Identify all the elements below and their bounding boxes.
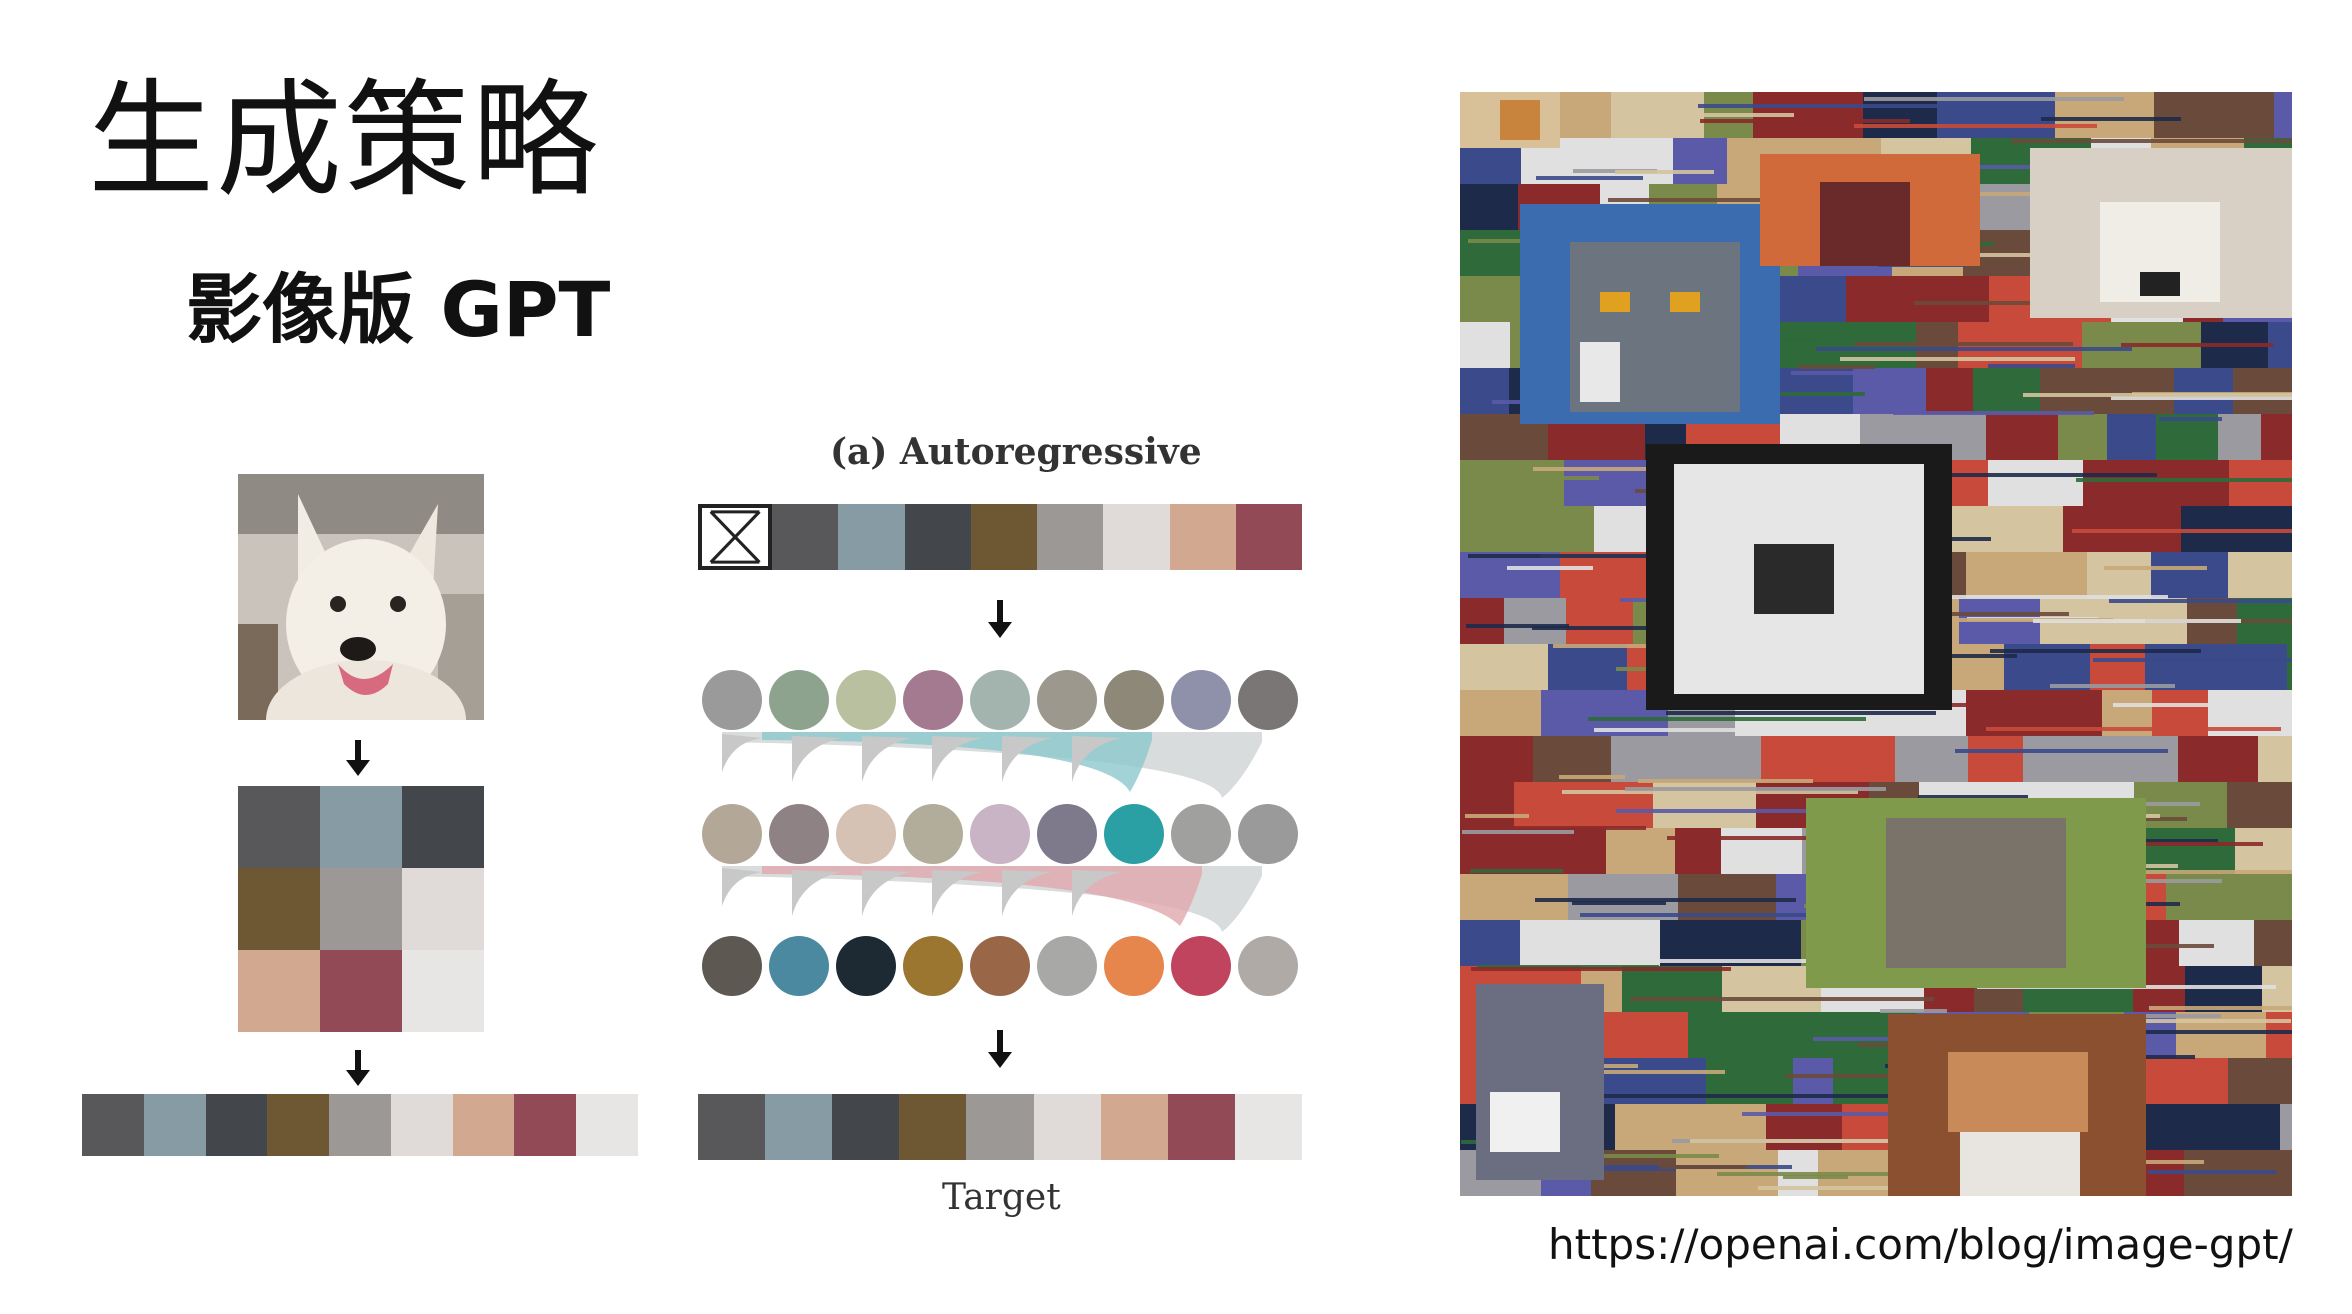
input-token <box>1037 504 1104 570</box>
hidden-unit <box>903 804 963 864</box>
layer-row <box>702 936 1298 996</box>
target-token <box>765 1094 833 1160</box>
hidden-unit <box>1104 804 1164 864</box>
pixel-cell <box>238 786 320 868</box>
hidden-unit <box>836 804 896 864</box>
sequence-token <box>205 1094 268 1156</box>
hidden-unit <box>1037 936 1097 996</box>
sequence-token <box>82 1094 144 1156</box>
hidden-unit <box>702 936 762 996</box>
target-token <box>1234 1094 1302 1160</box>
hidden-unit <box>1037 804 1097 864</box>
layer-row <box>702 670 1298 730</box>
pixel-cell <box>402 786 484 868</box>
pixel-cell <box>402 950 484 1032</box>
target-token <box>966 1094 1034 1160</box>
down-arrow-icon <box>988 1030 1012 1068</box>
down-arrow-icon <box>346 740 370 776</box>
sequence-token <box>576 1094 639 1156</box>
hidden-unit <box>769 936 829 996</box>
input-token <box>970 504 1038 570</box>
hidden-unit <box>1104 936 1164 996</box>
input-token <box>904 504 971 570</box>
hidden-unit <box>702 670 762 730</box>
sequence-token <box>390 1094 453 1156</box>
layer-row <box>702 804 1298 864</box>
hidden-unit <box>1171 936 1231 996</box>
hidden-unit <box>970 936 1030 996</box>
hidden-unit <box>1238 670 1298 730</box>
source-url[interactable]: https://openai.com/blog/image-gpt/ <box>1548 1220 2293 1269</box>
target-token <box>899 1094 967 1160</box>
slide-title: 生成策略 <box>88 67 600 214</box>
dog-photo <box>238 474 484 720</box>
hidden-unit <box>1037 670 1097 730</box>
target-token <box>1100 1094 1168 1160</box>
hidden-unit <box>1171 670 1231 730</box>
slide-subtitle: 影像版 GPT <box>186 265 611 354</box>
input-sequence <box>698 504 1302 570</box>
hidden-unit <box>702 804 762 864</box>
hidden-unit <box>970 804 1030 864</box>
target-token <box>698 1094 766 1160</box>
target-token <box>1167 1094 1235 1160</box>
sequence-token <box>267 1094 330 1156</box>
hidden-unit <box>1238 936 1298 996</box>
down-arrow-icon <box>988 600 1012 638</box>
target-label: Target <box>942 1177 1061 1218</box>
hidden-unit <box>1238 804 1298 864</box>
pixel-cell <box>320 950 402 1032</box>
down-arrow-icon <box>346 1050 370 1086</box>
generated-samples-collage <box>1460 92 2292 1196</box>
attention-fan <box>722 866 1262 932</box>
input-token <box>1235 504 1302 570</box>
hidden-unit <box>903 936 963 996</box>
input-token <box>1169 504 1236 570</box>
pixel-cell <box>320 868 402 950</box>
attention-fan <box>722 732 1262 798</box>
pixel-cell <box>238 868 320 950</box>
sequence-token <box>143 1094 206 1156</box>
hidden-unit <box>1104 670 1164 730</box>
hidden-unit <box>903 670 963 730</box>
panel-title: (a) Autoregressive <box>830 431 1202 473</box>
hidden-unit <box>970 670 1030 730</box>
hidden-unit <box>769 670 829 730</box>
hidden-unit <box>769 804 829 864</box>
hidden-unit <box>836 936 896 996</box>
input-token <box>1103 504 1170 570</box>
pixel-cell <box>238 950 320 1032</box>
pixel-grid <box>238 786 484 1032</box>
target-token <box>832 1094 900 1160</box>
sequence-token <box>329 1094 391 1156</box>
target-sequence <box>698 1094 1302 1160</box>
input-token <box>838 504 905 570</box>
flattened-sequence <box>82 1094 639 1156</box>
target-token <box>1033 1094 1101 1160</box>
sequence-token <box>452 1094 515 1156</box>
pixel-cell <box>320 786 402 868</box>
hidden-unit <box>1171 804 1231 864</box>
sequence-token <box>514 1094 577 1156</box>
start-token-icon <box>698 504 773 570</box>
input-token <box>772 504 839 570</box>
hidden-unit <box>836 670 896 730</box>
pixel-cell <box>402 868 484 950</box>
